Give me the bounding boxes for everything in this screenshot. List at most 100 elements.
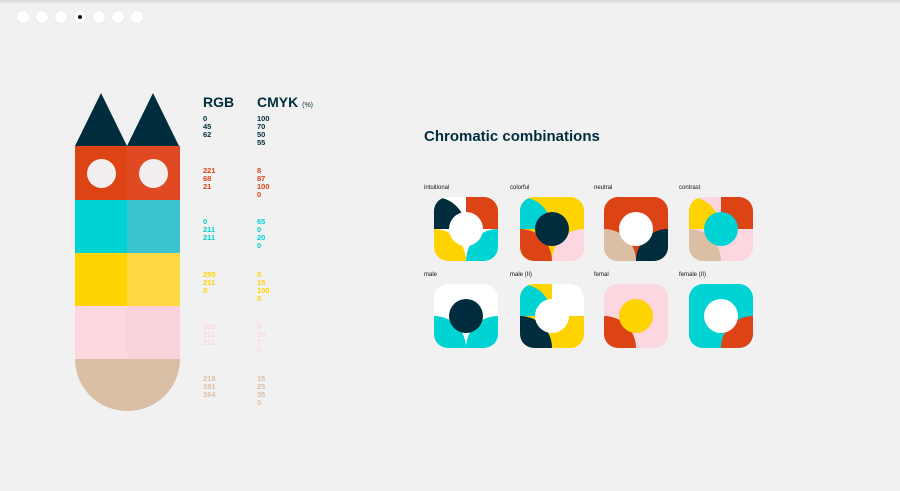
cmyk-value: 15 <box>257 278 266 287</box>
cmyk-value: 50 <box>257 130 266 139</box>
combinations-title: Chromatic combinations <box>424 128 600 145</box>
cmyk-value: 0 <box>257 398 262 407</box>
combination-icon <box>689 284 753 348</box>
cmyk-value: 65 <box>257 217 266 226</box>
rgb-value: 164 <box>203 390 216 399</box>
carousel-dot-active[interactable] <box>74 11 86 23</box>
carousel-dot[interactable] <box>112 11 124 23</box>
color-figure <box>75 93 180 411</box>
cmyk-values-navy: 100 70 50 55 <box>257 115 270 147</box>
combination-card: femal <box>594 272 668 348</box>
carousel-dot[interactable] <box>131 11 143 23</box>
cmyk-header: CMYK (%) <box>257 94 314 110</box>
cmyk-value: 0 <box>257 270 262 279</box>
rgb-value: 252 <box>203 322 216 331</box>
rgb-value: 211 <box>203 330 216 339</box>
cmyk-values-red: 8 87 100 0 <box>257 167 270 199</box>
rgb-value: 0 <box>203 217 208 226</box>
rgb-values-red: 221 68 21 <box>203 167 216 191</box>
cmyk-value: 0 <box>257 294 262 303</box>
rgb-value: 45 <box>203 122 212 131</box>
rgb-values-cyan: 0 211 211 <box>203 218 215 242</box>
cmyk-values-pink: 0 20 7 0 <box>257 323 265 355</box>
cmyk-value: 0 <box>257 225 262 234</box>
combination-card: male <box>424 272 498 348</box>
cmyk-values-cyan: 65 0 20 0 <box>257 218 265 250</box>
rgb-value: 211 <box>203 233 216 242</box>
rgb-value: 62 <box>203 130 212 139</box>
combination-icon <box>604 197 668 261</box>
combination-icon <box>434 284 498 348</box>
combination-icon <box>689 197 753 261</box>
rgb-value: 211 <box>203 225 216 234</box>
cmyk-value: 70 <box>257 122 266 131</box>
band-cyan <box>75 200 180 253</box>
cmyk-unit: (%) <box>302 102 314 109</box>
cmyk-value: 35 <box>257 390 266 399</box>
rgb-value: 0 <box>203 286 208 295</box>
band-yellow <box>75 253 180 306</box>
combination-icon <box>604 284 668 348</box>
combination-label: neutral <box>594 185 613 191</box>
cmyk-value: 87 <box>257 174 266 183</box>
cmyk-value: 7 <box>257 338 262 347</box>
cmyk-value: 0 <box>257 322 262 331</box>
carousel-dot[interactable] <box>93 11 105 23</box>
band-pink <box>75 306 180 359</box>
carousel-dot[interactable] <box>36 11 48 23</box>
cmyk-value: 0 <box>257 190 262 199</box>
combination-card: colorful <box>510 185 584 261</box>
combination-label: colorful <box>510 185 530 191</box>
rgb-value: 211 <box>203 338 216 347</box>
combination-card: intuitional <box>424 185 498 261</box>
combination-card: female (II) <box>679 272 753 348</box>
rgb-values-pink: 252 211 211 <box>203 323 216 347</box>
combination-icon <box>434 197 498 261</box>
rgb-values-beige: 218 191 164 <box>203 375 216 399</box>
cmyk-value: 100 <box>257 182 270 191</box>
left-eye <box>87 159 116 188</box>
combination-label: male (II) <box>510 272 533 278</box>
combination-card: contrast <box>679 185 753 261</box>
right-eye <box>139 159 168 188</box>
rgb-value: 221 <box>203 166 216 175</box>
combination-label: intuitional <box>424 185 450 191</box>
cmyk-values-beige: 15 25 35 0 <box>257 375 265 407</box>
cmyk-value: 20 <box>257 233 266 242</box>
rgb-value: 0 <box>203 114 208 123</box>
combination-label: male <box>424 272 438 278</box>
carousel-dot[interactable] <box>17 11 29 23</box>
combination-icon <box>520 197 584 261</box>
cmyk-value: 20 <box>257 330 266 339</box>
left-ear <box>75 93 127 146</box>
rgb-value: 211 <box>203 278 216 287</box>
combination-card: male (II) <box>510 272 584 348</box>
rgb-value: 21 <box>203 182 212 191</box>
cmyk-value: 0 <box>257 346 262 355</box>
cmyk-value: 8 <box>257 166 262 175</box>
combination-label: femal <box>594 272 609 278</box>
combination-label: contrast <box>679 185 701 191</box>
combination-card: neutral <box>594 185 668 261</box>
rgb-header: RGB <box>203 94 235 110</box>
carousel-dots <box>17 11 143 23</box>
rgb-value: 218 <box>203 374 216 383</box>
right-ear <box>127 93 179 146</box>
combination-label: female (II) <box>679 272 707 278</box>
cmyk-value: 55 <box>257 138 266 147</box>
band-beige <box>75 359 180 411</box>
combination-icon <box>520 284 584 348</box>
rgb-values-navy: 0 45 62 <box>203 115 211 139</box>
rgb-value: 191 <box>203 382 216 391</box>
rgb-values-yellow: 255 211 0 <box>203 271 216 295</box>
top-shadow <box>0 0 900 4</box>
cmyk-values-yellow: 0 15 100 0 <box>257 271 270 303</box>
cmyk-value: 15 <box>257 374 266 383</box>
cmyk-value: 100 <box>257 114 270 123</box>
rgb-value: 255 <box>203 270 216 279</box>
rgb-value: 68 <box>203 174 212 183</box>
cmyk-value: 100 <box>257 286 270 295</box>
cmyk-value: 0 <box>257 241 262 250</box>
carousel-dot[interactable] <box>55 11 67 23</box>
cmyk-value: 25 <box>257 382 266 391</box>
